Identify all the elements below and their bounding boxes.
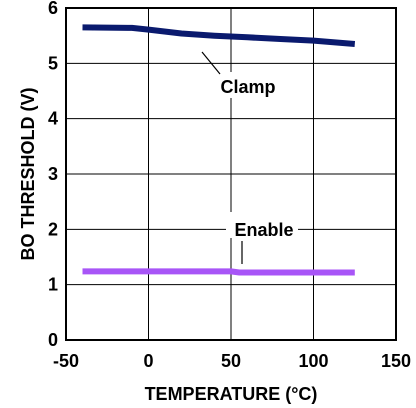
grid — [65, 7, 397, 341]
y-tick-label: 2 — [48, 219, 58, 239]
series-line-clamp — [82, 24, 356, 47]
clamp-label: Clamp — [220, 77, 275, 97]
series-layer — [82, 24, 356, 276]
y-axis-title: BO THRESHOLD (V) — [18, 87, 38, 260]
x-tick-label: 100 — [298, 351, 328, 371]
y-tick-label: 5 — [48, 53, 58, 73]
enable-label: Enable — [234, 220, 293, 240]
x-axis-title: TEMPERATURE (°C) — [145, 384, 318, 404]
y-tick-label: 0 — [48, 330, 58, 350]
x-tick-label: -50 — [53, 351, 79, 371]
x-tick-label: 0 — [143, 351, 153, 371]
y-tick-label: 1 — [48, 275, 58, 295]
x-tick-label: 150 — [381, 351, 411, 371]
series-line-enable — [82, 268, 355, 276]
annotation-layer: Clamp Enable — [201, 51, 298, 264]
x-tick-label: 50 — [221, 351, 241, 371]
clamp-label-background — [210, 72, 280, 98]
y-tick-label: 4 — [48, 109, 58, 129]
clamp-leader-line — [201, 51, 221, 75]
plot-frame — [65, 7, 397, 341]
y-tick-label: 3 — [48, 164, 58, 184]
y-tick-label: 6 — [48, 0, 58, 18]
enable-label-background — [226, 212, 298, 238]
